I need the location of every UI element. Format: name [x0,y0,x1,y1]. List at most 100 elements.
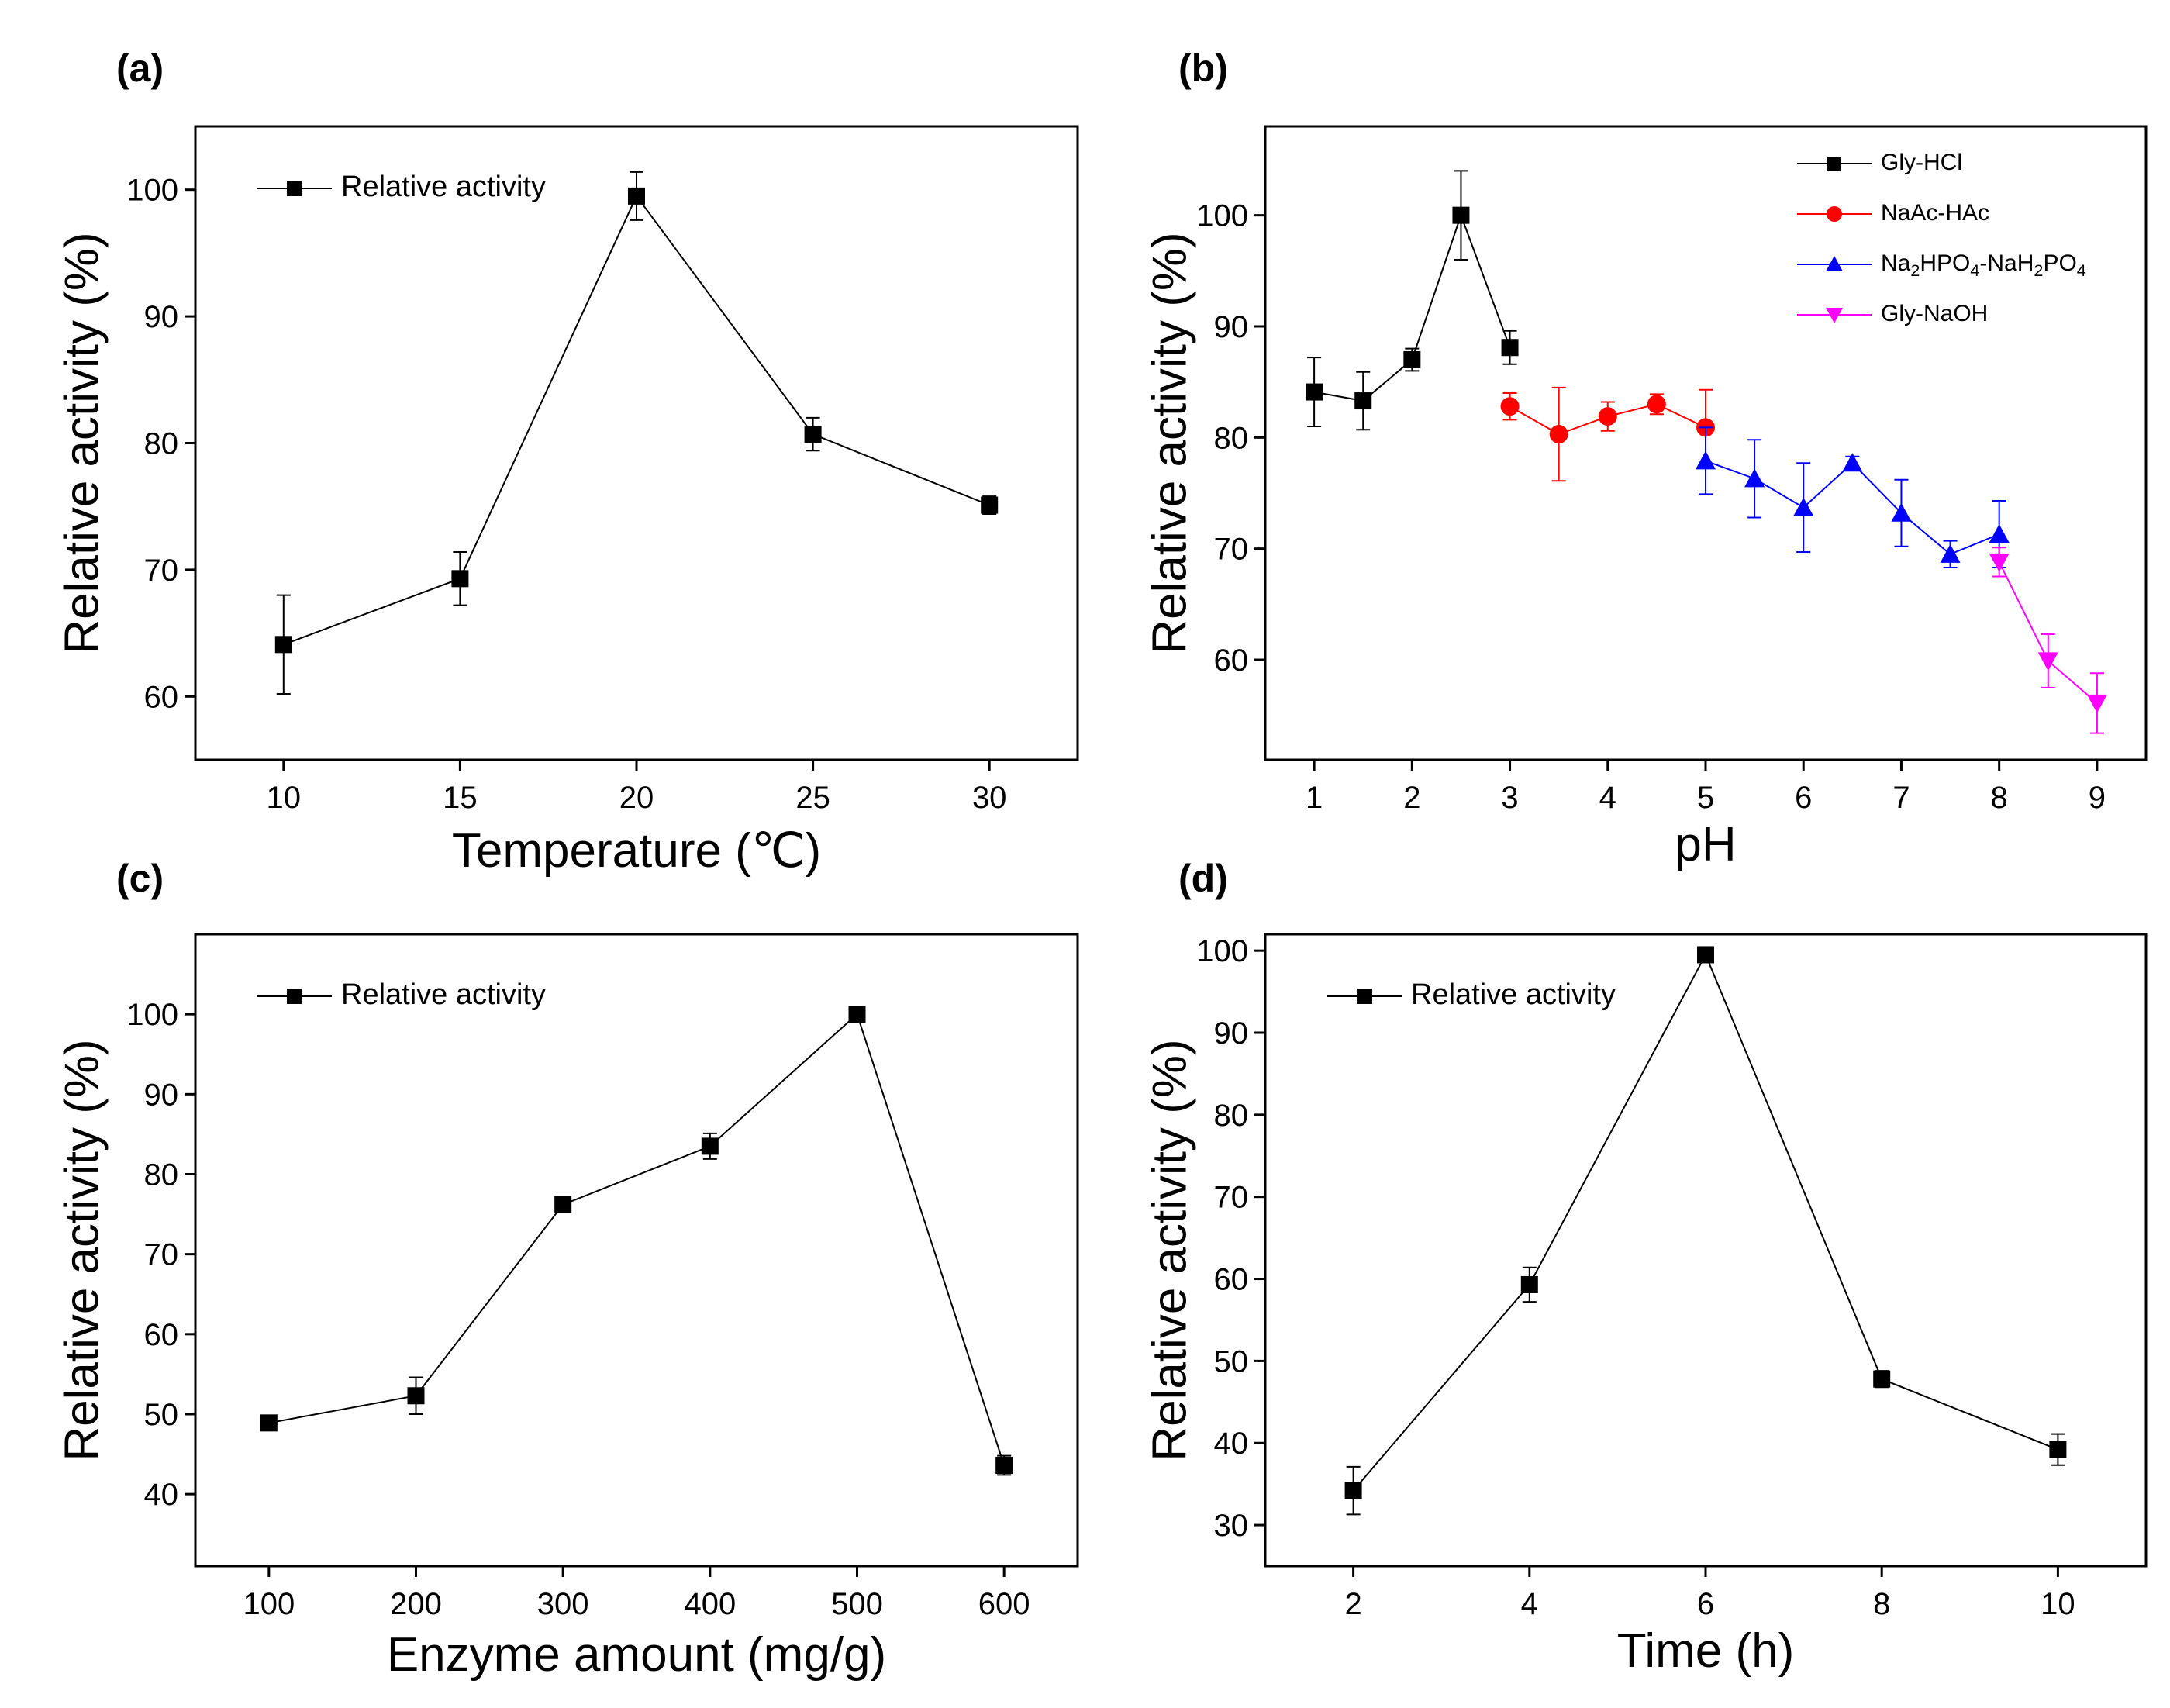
legend-marker [287,989,302,1004]
series-gly-naoh [1989,547,2107,734]
x-tick-label: 30 [972,781,1007,815]
legend-marker [287,181,302,196]
panel-c: (c) 100 200 300 400 500 600 40 50 60 70 80 90 100 Enzy… [56,857,1079,1682]
legend-label: Gly-HCl [1881,150,1962,175]
y-tick-label: 70 [1214,533,1249,567]
data-point [2086,694,2107,713]
y-tick-label: 60 [144,680,179,714]
y-tick-label: 80 [1214,421,1249,455]
y-tick-label: 40 [1214,1427,1249,1461]
panel-a: (a) 10 15 20 25 30 60 70 80 90 100 Temperature (℃) R… [56,47,1079,878]
legend-marker [1826,256,1843,271]
y-tick-label: 50 [1214,1344,1249,1378]
y-tick-label: 60 [1214,644,1249,678]
data-point [1520,1275,1538,1293]
x-axis-title: Time (h) [1617,1624,1794,1678]
x-tick-label: 8 [1873,1587,1890,1621]
panel-d: (d) 2 4 6 8 10 30 40 50 60 70 80 90 100 Time (h) Relati… [1144,857,2148,1678]
x-tick-label: 500 [831,1587,883,1621]
data-point [1989,524,2010,543]
legend-marker [1357,989,1372,1004]
x-tick-label: 300 [537,1587,589,1621]
data-point [995,1457,1013,1475]
data-point [848,1006,866,1023]
data-point [274,636,292,654]
x-tick-label: 5 [1697,781,1714,815]
legend-marker [1827,157,1841,171]
x-tick-label: 4 [1599,781,1616,815]
y-tick-label: 80 [1214,1099,1249,1133]
x-tick-label: 2 [1344,1587,1361,1621]
legend: Gly-HCl NaAc-HAc Na2HPO4-NaH2PO4 Gly-NaOH [1797,150,2086,326]
data-point [1989,553,2010,572]
panel-label: (d) [1178,857,1228,900]
data-point [1598,407,1617,426]
plot-frame [194,933,1079,1568]
data-point [1354,392,1372,410]
x-tick-label: 3 [1501,781,1518,815]
data-point [1647,395,1666,414]
y-tick-label: 100 [126,174,178,208]
y-tick-label: 70 [144,1238,179,1272]
data-point [701,1137,719,1155]
x-axis-title: Temperature (℃) [452,824,821,878]
y-tick-label: 100 [126,998,178,1032]
data-point [1793,497,1814,516]
y-axis-title: Relative activity (%) [1144,232,1197,654]
series-na2hpo4-nah2po4 [1696,426,2010,569]
y-tick-label: 100 [1196,199,1248,233]
data-point [1873,1370,1891,1388]
series-naac-hac [1500,386,1715,482]
data-point [1500,397,1520,416]
x-tick-label: 10 [2041,1587,2075,1621]
data-point [2037,652,2058,671]
legend-label: Gly-NaOH [1881,301,1988,326]
legend-marker [1827,206,1842,222]
y-tick-label: 70 [1214,1181,1249,1215]
data-point [1697,946,1714,964]
y-tick-label: 60 [1214,1263,1249,1297]
x-tick-label: 2 [1403,781,1420,815]
y-tick-label: 100 [1196,934,1248,968]
legend: Relative activity [1327,978,1616,1011]
panel-label: (b) [1178,47,1228,90]
x-tick-label: 400 [684,1587,736,1621]
x-tick-label: 15 [443,781,478,815]
legend-label: Relative activity [341,978,546,1011]
y-axis-title: Relative activity (%) [56,232,109,654]
x-tick-label: 7 [1892,781,1910,815]
data-point [1501,339,1519,357]
x-tick-label: 200 [390,1587,442,1621]
x-tick-label: 25 [795,781,830,815]
y-tick-label: 90 [144,300,179,334]
y-tick-label: 80 [144,1158,179,1192]
data-point [1842,453,1863,472]
data-point [260,1414,278,1432]
x-tick-label: 4 [1521,1587,1538,1621]
legend-label: Relative activity [1411,978,1616,1011]
panel-label: (a) [116,47,164,90]
legend-label: NaAc-HAc [1881,200,1989,226]
x-tick-label: 9 [2089,781,2106,815]
data-point [981,496,999,514]
x-tick-label: 8 [1991,781,2008,815]
y-axis-title: Relative activity (%) [1144,1039,1197,1461]
y-tick-label: 90 [144,1078,179,1112]
series-relative-activity [274,171,999,695]
x-tick-label: 600 [978,1587,1030,1621]
data-point [554,1196,572,1213]
data-point [407,1387,425,1405]
series-gly-hcl [1306,170,1519,431]
y-tick-label: 40 [144,1478,179,1512]
series-relative-activity [1344,946,2067,1516]
y-axis-title: Relative activity (%) [56,1039,109,1461]
legend: Relative activity [257,171,546,203]
x-tick-label: 6 [1795,781,1812,815]
data-point [2049,1441,2067,1458]
y-tick-label: 50 [144,1398,179,1432]
data-point [804,426,822,443]
data-point [1891,502,1912,522]
legend-label: Relative activity [341,171,546,203]
x-tick-label: 20 [619,781,654,815]
